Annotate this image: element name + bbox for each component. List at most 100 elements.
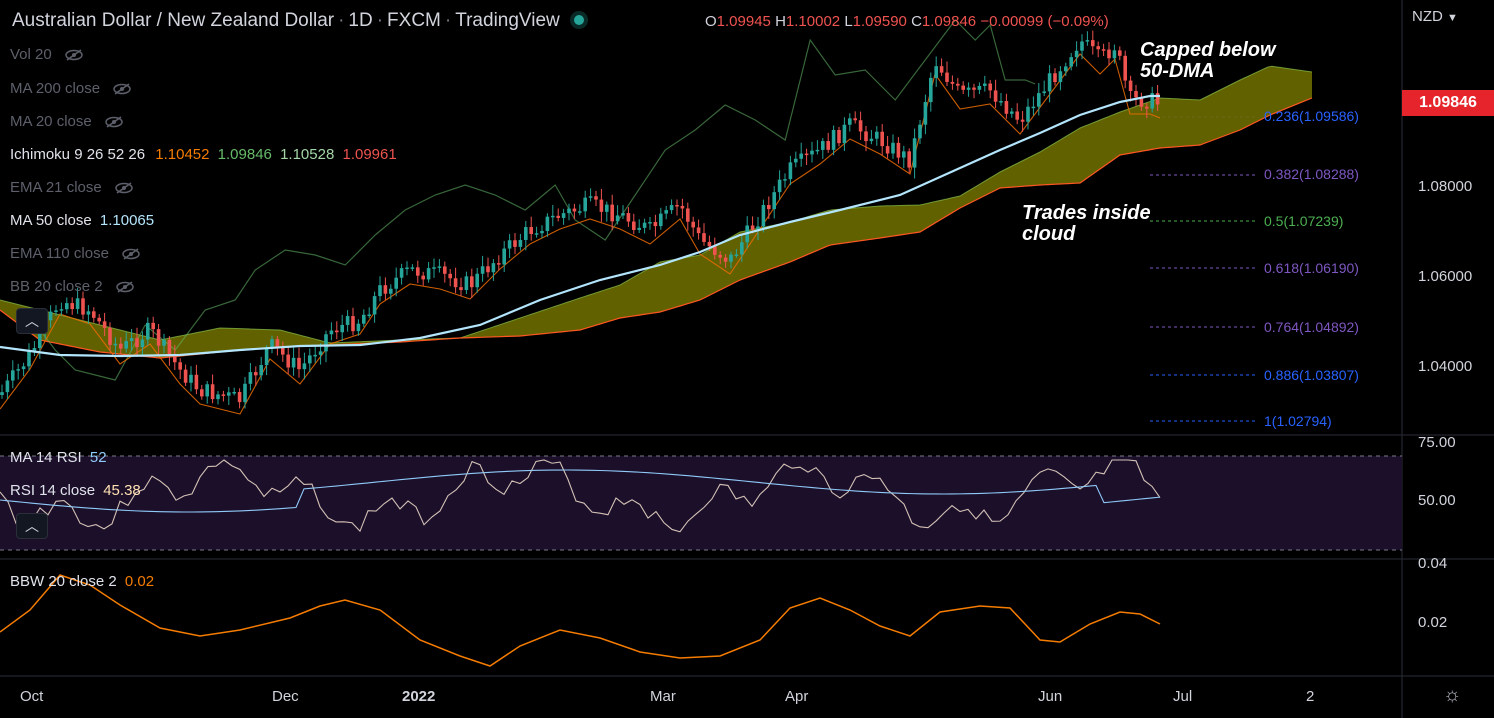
candle-body <box>761 205 766 227</box>
candle-body <box>610 204 614 222</box>
ichimoku-cloud-segment <box>1168 98 1172 148</box>
rsi-ma-line <box>0 469 1161 513</box>
ichimoku-cloud-segment <box>76 319 80 348</box>
rsi-label: RSI 14 close <box>10 482 96 499</box>
symbol-header[interactable]: Australian Dollar / New Zealand Dollar · 1… <box>12 10 604 32</box>
eye-hidden-icon[interactable] <box>64 49 84 61</box>
collapse-legend-button[interactable]: ︿ <box>16 308 48 334</box>
ichimoku-cloud-segment <box>292 333 296 347</box>
high-label: H <box>775 13 786 30</box>
ichimoku-value-4: 1.09961 <box>342 146 397 163</box>
candle-body <box>335 330 339 333</box>
ichimoku-cloud-segment <box>184 334 188 356</box>
ichimoku-cloud-segment <box>312 338 316 346</box>
candle-body <box>156 329 161 346</box>
ichimoku-cloud-segment <box>216 328 220 353</box>
legend-ma50[interactable]: MA 50 close 1.10065 <box>10 212 154 229</box>
candle-body <box>842 124 847 144</box>
eye-hidden-icon[interactable] <box>104 116 124 128</box>
eye-hidden-icon[interactable] <box>114 182 134 194</box>
candle-body <box>1053 73 1057 83</box>
ichimoku-cloud-segment <box>1296 69 1300 105</box>
candle-body <box>529 227 533 234</box>
legend-ichimoku-label: Ichimoku 9 26 52 26 <box>10 146 146 163</box>
symbol-name[interactable]: Australian Dollar / New Zealand Dollar <box>12 10 335 31</box>
ichimoku-cloud-segment <box>512 319 516 337</box>
legend-bb[interactable]: BB 20 close 2 <box>10 278 135 295</box>
legend-ma20[interactable]: MA 20 close <box>10 113 124 130</box>
bbw-label: BBW 20 close 2 <box>10 573 117 590</box>
ichimoku-cloud-segment <box>1288 68 1292 108</box>
ichimoku-cloud-segment <box>936 200 940 223</box>
low-value: 1.09590 <box>852 13 907 30</box>
candle-body <box>502 248 506 265</box>
ichimoku-cloud-segment <box>620 282 624 318</box>
ichimoku-cloud-segment <box>580 296 584 330</box>
candle-body <box>907 151 911 168</box>
candle-body <box>524 227 528 240</box>
candle-body <box>723 257 728 262</box>
legend-ema110[interactable]: EMA 110 close <box>10 245 141 262</box>
eye-hidden-icon[interactable] <box>112 83 132 95</box>
candle-body <box>59 309 64 311</box>
candle-body <box>707 241 712 247</box>
settings-gear-icon[interactable]: ☼ <box>1443 684 1462 706</box>
candle-body <box>1010 111 1014 114</box>
ichimoku-cloud-segment <box>0 300 4 313</box>
candle-body <box>891 142 895 154</box>
candle-body <box>518 239 523 247</box>
candle-body <box>286 354 290 368</box>
ichimoku-cloud-segment <box>1116 112 1120 158</box>
candle-body <box>437 266 442 268</box>
ichimoku-cloud-segment <box>304 336 308 347</box>
ichimoku-cloud-segment <box>784 222 788 265</box>
legend-bbw[interactable]: BBW 20 close 2 0.02 <box>10 573 154 590</box>
annotation-capped[interactable]: Capped below 50-DMA <box>1140 40 1276 82</box>
rsi-line <box>0 459 1161 533</box>
ichimoku-cloud-segment <box>1096 120 1100 172</box>
candle-body <box>81 298 85 315</box>
candle-body <box>637 227 641 230</box>
ichimoku-cloud-segment <box>652 264 656 314</box>
ichimoku-cloud-segment <box>840 208 844 244</box>
candle-body <box>65 303 69 310</box>
annotation-cloud[interactable]: Trades inside cloud <box>1022 203 1151 245</box>
eye-hidden-icon[interactable] <box>115 281 135 293</box>
candle-body <box>237 392 242 403</box>
source-label: TradingView <box>455 10 560 31</box>
ichimoku-cloud-segment <box>1228 84 1232 135</box>
candle-body <box>588 196 593 198</box>
interval-label[interactable]: 1D <box>348 10 373 31</box>
legend-ma200[interactable]: MA 200 close <box>10 80 132 97</box>
legend-ichimoku[interactable]: Ichimoku 9 26 52 26 1.10452 1.09846 1.10… <box>10 146 397 163</box>
ichimoku-cloud-segment <box>1044 147 1048 185</box>
ichimoku-cloud-segment <box>1012 164 1016 188</box>
ichimoku-cloud-segment <box>1040 149 1044 185</box>
candle-body <box>5 380 10 393</box>
legend-vol[interactable]: Vol 20 <box>10 46 84 63</box>
candle-body <box>183 369 188 383</box>
ichimoku-cloud-segment <box>1028 156 1032 186</box>
currency-selector[interactable]: NZD ▼ <box>1412 8 1458 25</box>
candle-body <box>534 233 539 235</box>
candle-body <box>659 213 663 227</box>
ichimoku-cloud-segment <box>1304 70 1308 102</box>
candle-body <box>124 341 128 349</box>
candle-body <box>329 330 334 335</box>
ichimoku-cloud-segment <box>540 310 544 334</box>
ichimoku-cloud-segment <box>1120 110 1124 155</box>
legend-rsi-ma[interactable]: MA 14 RSI 52 <box>10 449 107 466</box>
legend-ema21[interactable]: EMA 21 close <box>10 179 134 196</box>
candle-body <box>497 263 501 265</box>
ichimoku-cloud-segment <box>288 332 292 347</box>
ichimoku-cloud-segment <box>212 328 216 353</box>
collapse-rsi-legend-button[interactable]: ︿ <box>16 513 48 539</box>
candle-body <box>810 150 814 155</box>
candle-body <box>918 124 922 139</box>
ichimoku-cloud-segment <box>640 271 644 315</box>
ichimoku-cloud-segment <box>192 332 196 355</box>
ichimoku-cloud-segment <box>8 302 12 319</box>
legend-rsi[interactable]: RSI 14 close 45.38 <box>10 482 141 499</box>
eye-hidden-icon[interactable] <box>121 248 141 260</box>
